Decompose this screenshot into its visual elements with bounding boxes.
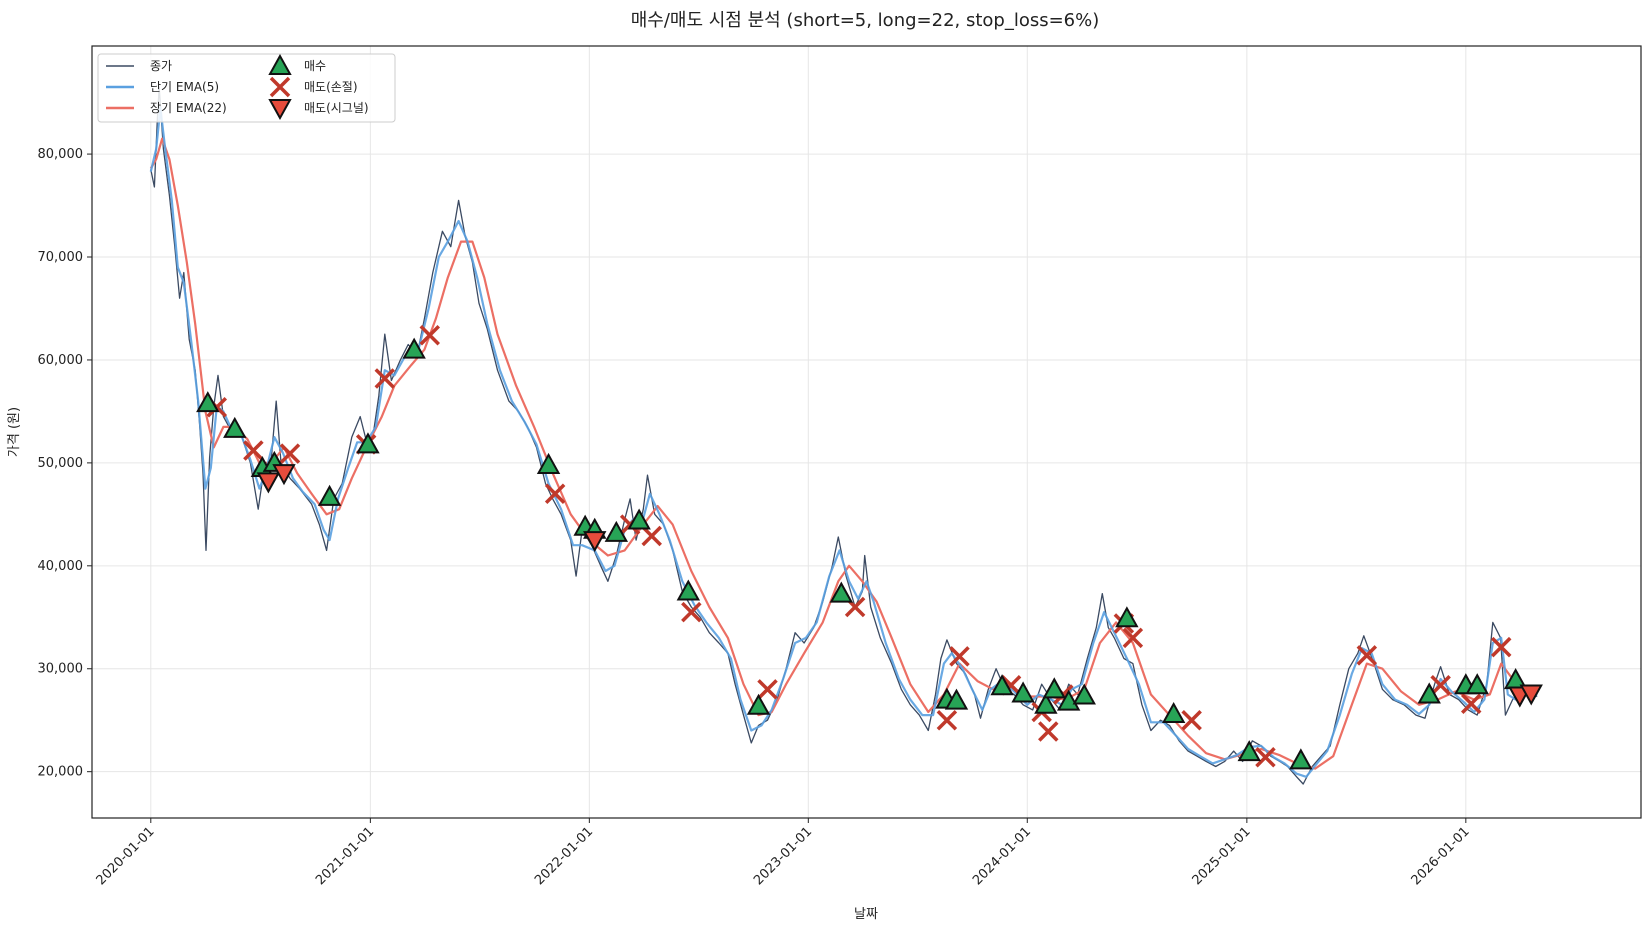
buy-marker (627, 508, 651, 530)
plot-frame (91, 45, 1642, 819)
legend-item: 단기 EMA(5) (106, 80, 219, 94)
sell-signal-marker (1519, 684, 1543, 706)
x-tick-label: 2026-01-01 (1409, 824, 1473, 888)
buy-marker (223, 416, 247, 438)
x-tick-label: 2023-01-01 (751, 824, 815, 888)
sell-stop-marker (1181, 709, 1202, 731)
legend-sell-stop-icon (269, 76, 291, 98)
grid (92, 46, 1641, 818)
buy-marker (1237, 740, 1261, 762)
x-tick-label: 2020-01-01 (94, 824, 158, 888)
legend-item: 매수 (268, 53, 326, 75)
legend-item: 종가 (106, 59, 172, 73)
buy-marker (317, 484, 342, 506)
x-axis-ticks: 2020-01-01 2021-01-01 2022-01-01 2023-01-01… (94, 818, 1473, 888)
buy-marker (1072, 683, 1096, 705)
sell-stop-marker (1255, 747, 1276, 768)
buy-marker (604, 520, 629, 542)
buy-marker (356, 432, 380, 454)
sell-stop-marker (1122, 627, 1144, 649)
y-tick-label: 80,000 (38, 147, 84, 162)
buy-marker (1465, 673, 1489, 695)
sell-stop-marker (1490, 636, 1512, 658)
legend-label: 단기 EMA(5) (150, 80, 219, 94)
y-tick-label: 30,000 (38, 662, 84, 677)
buy-marker (944, 688, 969, 710)
buy-marker (1056, 689, 1081, 711)
sell-stop-marker (243, 440, 264, 461)
buy-marker (1289, 748, 1313, 770)
sell-signal-marker (583, 531, 607, 553)
sell-signal-marker (256, 472, 281, 494)
buy-marker (1042, 677, 1066, 699)
y-tick-label: 60,000 (38, 353, 84, 368)
buy-marker (746, 693, 771, 715)
x-tick-label: 2025-01-01 (1190, 824, 1254, 888)
legend-label: 종가 (150, 59, 172, 73)
buy-marker (990, 674, 1014, 696)
legend-label: 매도(시그널) (304, 101, 369, 115)
buy-marker (1115, 606, 1139, 628)
sell-stop-marker (419, 325, 440, 346)
markers (196, 325, 1543, 770)
y-tick-label: 70,000 (38, 250, 84, 265)
legend-item: 매도(시그널) (268, 99, 369, 121)
sell-stop-marker (681, 601, 702, 623)
plot-area (149, 86, 1543, 785)
legend-label: 매도(손절) (304, 80, 358, 94)
legend-box (97, 53, 396, 123)
sell-stop-marker (279, 443, 301, 464)
sell-stop-marker (544, 483, 566, 504)
sell-signal-marker (272, 464, 296, 486)
legend-item: 장기 EMA(22) (106, 101, 227, 115)
y-axis-ticks: 20,000 30,000 40,000 50,000 60,000 70,000 80,0… (38, 147, 92, 780)
buy-marker (196, 391, 220, 413)
legend-item: 매도(손절) (269, 76, 358, 98)
chart-title: 매수/매도 시점 분석 (short=5, long=22, stop_loss… (631, 10, 1100, 31)
y-axis-label: 가격 (원) (7, 407, 22, 457)
legend-label: 장기 EMA(22) (150, 101, 227, 115)
sell-stop-marker (1356, 645, 1378, 666)
sell-stop-marker (1460, 693, 1482, 714)
sell-stop-marker (374, 368, 395, 389)
legend-label: 매수 (304, 59, 326, 73)
sell-stop-marker (949, 646, 970, 667)
x-tick-label: 2021-01-01 (313, 824, 377, 888)
sell-stop-marker (936, 709, 958, 731)
buy-marker (1417, 682, 1441, 704)
buy-marker (1161, 701, 1186, 724)
sell-stop-marker (1430, 674, 1451, 696)
buy-marker (676, 579, 701, 601)
buy-marker (1034, 692, 1058, 714)
ema-long-line (149, 137, 1538, 770)
y-tick-label: 20,000 (38, 765, 84, 780)
x-tick-label: 2022-01-01 (532, 824, 596, 888)
x-tick-label: 2024-01-01 (970, 824, 1034, 888)
y-tick-label: 40,000 (38, 559, 84, 574)
ema-short-line (149, 106, 1538, 778)
legend-buy-icon (268, 53, 292, 75)
x-axis-label: 날짜 (854, 907, 878, 922)
buy-marker (536, 452, 561, 474)
buy-marker (829, 581, 854, 603)
y-tick-label: 50,000 (38, 456, 84, 471)
legend-sell-signal-icon (268, 99, 292, 121)
buy-marker (402, 337, 426, 359)
buy-marker (1011, 681, 1035, 703)
sell-stop-marker (641, 525, 662, 547)
sell-stop-marker (757, 679, 778, 700)
sell-stop-marker (1038, 721, 1059, 742)
